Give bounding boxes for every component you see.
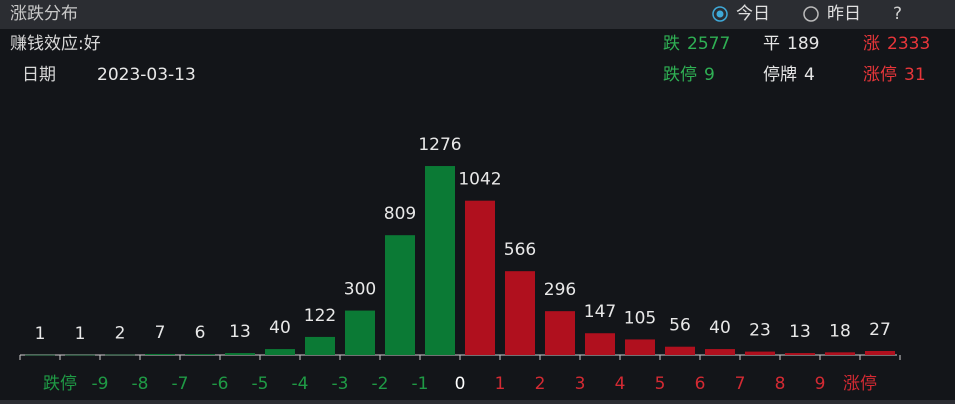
stat-value: 31 xyxy=(904,65,926,85)
bar xyxy=(785,353,815,355)
stat-value: 189 xyxy=(787,34,819,54)
option-label[interactable]: 昨日 xyxy=(827,4,861,24)
bar xyxy=(345,310,375,355)
stat-value: 2577 xyxy=(687,34,730,54)
help[interactable]: ? xyxy=(893,4,902,24)
value-label: 1276 xyxy=(418,135,461,155)
value-label: 13 xyxy=(789,322,811,342)
bin-label: 5 xyxy=(655,374,666,394)
bin-label: 1 xyxy=(495,374,506,394)
value-label: 18 xyxy=(829,321,851,341)
value-label: 13 xyxy=(229,322,251,342)
bar xyxy=(825,352,855,355)
value-label: 7 xyxy=(155,323,166,343)
date: 2023-03-13 xyxy=(97,65,196,85)
bin-label: -6 xyxy=(212,374,229,394)
radio[interactable] xyxy=(803,6,819,22)
bin-label: 0 xyxy=(455,374,466,394)
bar xyxy=(25,354,55,356)
stat: 跌 2577 xyxy=(663,34,730,54)
value-label: 40 xyxy=(269,318,291,338)
bar xyxy=(745,351,775,355)
value-label: 300 xyxy=(344,280,376,300)
stat-value: 2333 xyxy=(887,34,930,54)
title: 涨跌分布 xyxy=(10,4,78,24)
value-label: 1 xyxy=(75,324,86,344)
bin-label: -8 xyxy=(132,374,149,394)
stat-label: 停牌 xyxy=(763,65,797,85)
value-label: 56 xyxy=(669,316,691,336)
bar xyxy=(545,311,575,355)
bar xyxy=(225,353,255,355)
stat: 跌停 9 xyxy=(663,65,715,85)
bar xyxy=(385,235,415,355)
stat-label: 跌停 xyxy=(663,65,697,85)
value-label: 566 xyxy=(504,240,536,260)
bin-label: 4 xyxy=(615,374,626,394)
bin-label: -4 xyxy=(292,374,309,394)
bottom-bar xyxy=(0,400,955,404)
date-label: 日期 xyxy=(22,65,56,85)
bin-label: 6 xyxy=(695,374,706,394)
stat-label: 平 xyxy=(763,34,780,54)
radio-dot xyxy=(716,10,724,18)
bar xyxy=(865,351,895,355)
value-label: 296 xyxy=(544,280,576,300)
bar xyxy=(145,353,175,355)
option-label[interactable]: 今日 xyxy=(736,4,770,24)
bar xyxy=(105,354,135,356)
value-label: 105 xyxy=(624,308,656,328)
options: 今日 昨日 xyxy=(712,4,861,24)
bin-label: 2 xyxy=(535,374,546,394)
value-label: 1042 xyxy=(458,170,501,190)
value-label: 809 xyxy=(384,204,416,224)
stat-value: 4 xyxy=(804,65,815,85)
stat: 涨停 31 xyxy=(863,65,926,85)
bin-label: 8 xyxy=(775,374,786,394)
value-label: 40 xyxy=(709,318,731,338)
bar xyxy=(185,354,215,355)
stat: 平 189 xyxy=(763,34,819,54)
bin-label: -3 xyxy=(332,374,349,394)
bar xyxy=(505,271,535,355)
bin-label: 跌停 xyxy=(43,374,77,394)
bar xyxy=(705,349,735,355)
bar xyxy=(65,354,95,356)
stat-label: 涨停 xyxy=(863,65,897,85)
bar xyxy=(625,339,655,355)
bin-label: -5 xyxy=(252,374,269,394)
bin-label: -9 xyxy=(92,374,109,394)
bin-label: -2 xyxy=(372,374,389,394)
stat-label: 跌 xyxy=(663,34,680,54)
bin-label: 涨停 xyxy=(843,374,877,394)
bar xyxy=(265,349,295,355)
value-label: 2 xyxy=(115,324,126,344)
value-label: 23 xyxy=(749,321,771,341)
stat: 涨 2333 xyxy=(863,34,930,54)
effect: 赚钱效应:好 xyxy=(10,34,101,54)
value-label: 6 xyxy=(195,323,206,343)
bar xyxy=(465,200,495,355)
bin-label: 9 xyxy=(815,374,826,394)
value-label: 27 xyxy=(869,320,891,340)
value-label: 122 xyxy=(304,306,336,326)
bar xyxy=(425,166,455,355)
bar xyxy=(305,336,335,355)
stat-label: 涨 xyxy=(863,34,880,54)
bin-label: 7 xyxy=(735,374,746,394)
bin-label: -7 xyxy=(172,374,189,394)
value-label: 147 xyxy=(584,302,616,322)
value-label: 1 xyxy=(35,324,46,344)
radio[interactable] xyxy=(712,6,728,22)
title-bar xyxy=(0,0,955,29)
bar xyxy=(585,333,615,355)
bin-label: 3 xyxy=(575,374,586,394)
bar xyxy=(665,346,695,355)
stat-value: 9 xyxy=(704,65,715,85)
bin-label: -1 xyxy=(412,374,429,394)
stat: 停牌 4 xyxy=(763,65,815,85)
